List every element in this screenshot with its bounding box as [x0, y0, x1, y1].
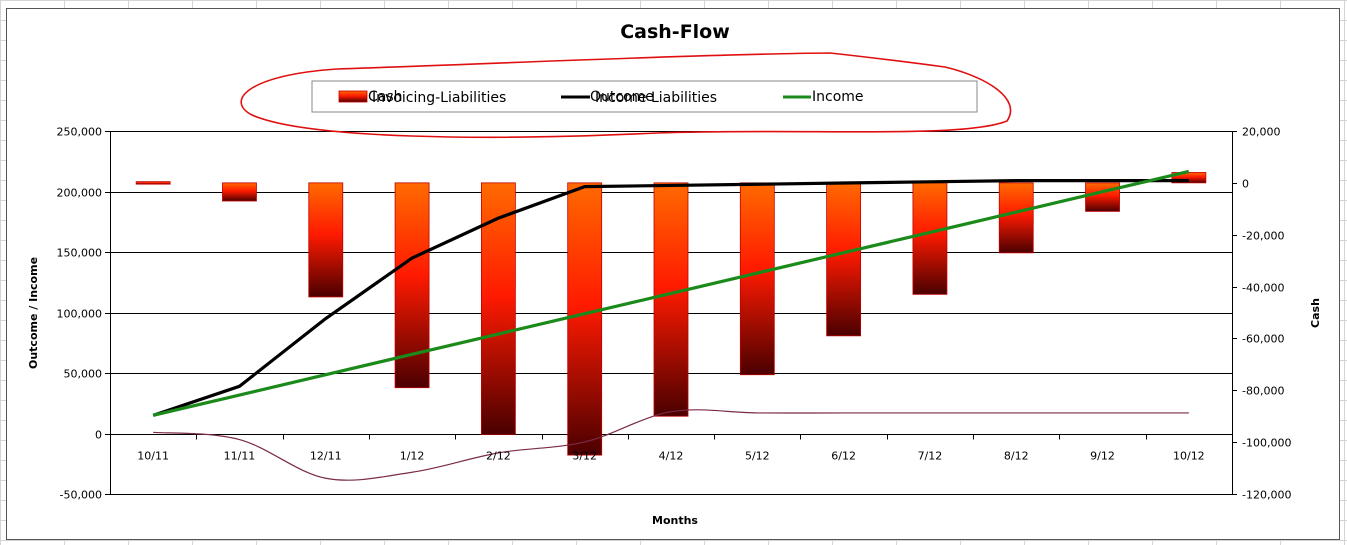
- y-tick-label: 0: [95, 429, 102, 442]
- cash-bar-7-12: [912, 182, 948, 295]
- y2-tick-label: 0: [1242, 178, 1249, 191]
- cash-bar-2-12: [480, 182, 516, 435]
- x-tick-label-4-12: 4/12: [659, 450, 684, 463]
- x-tick-label-12-11: 12/11: [310, 450, 342, 463]
- y-axis-title: Outcome / Income: [27, 257, 40, 369]
- cash-bar-3-12: [567, 182, 603, 456]
- legend-income-label: Income: [812, 89, 864, 105]
- hand-drawn-annotation-ellipse: [240, 52, 1012, 139]
- legend-box: [311, 80, 978, 113]
- y2-tick-label: -40,000: [1242, 282, 1284, 295]
- y2-tick-label: -120,000: [1242, 489, 1291, 502]
- cash-bar-9-12: [1085, 182, 1120, 212]
- x-tick-label-6-12: 6/12: [831, 450, 856, 463]
- x-tick-label-3-12: 3/12: [572, 450, 597, 463]
- cash-bar-5-12: [739, 182, 775, 376]
- legend-income-liabilities-label: Income Liabilities: [595, 90, 717, 106]
- cash-bar-6-12: [826, 182, 862, 337]
- x-tick-label-5-12: 5/12: [745, 450, 770, 463]
- x-tick-label-7-12: 7/12: [918, 450, 943, 463]
- chart-title: Cash-Flow: [620, 21, 730, 43]
- y2-tick-label: -20,000: [1242, 230, 1284, 243]
- legend-outcome-label: Outcome: [590, 89, 654, 105]
- y2-tick-label: 20,000: [1242, 126, 1281, 139]
- series-line-income: [152, 169, 1190, 417]
- x-tick-label-10-12: 10/12: [1173, 450, 1205, 463]
- cash-flow-chart: -50,000 0 50,000 100,000 150,000 200,000 250,0…: [27, 21, 1322, 527]
- cash-bars: [135, 172, 1207, 456]
- legend[interactable]: Cash Invoicing-Liabilities Outcome Incom…: [311, 80, 978, 113]
- x-tick-label-2-12: 2/12: [486, 450, 511, 463]
- series-line-outcome: [152, 179, 1189, 417]
- x-tick-label-8-12: 8/12: [1004, 450, 1029, 463]
- cash-bar-4-12: [653, 182, 689, 417]
- x-tick-label-10-11: 10/11: [137, 450, 169, 463]
- axes: -50,000 0 50,000 100,000 150,000 200,000 250,0…: [57, 126, 1292, 502]
- y-tick-label: 200,000: [57, 187, 103, 200]
- cash-bar-8-12: [998, 182, 1034, 254]
- legend-cash-label: Cash: [368, 89, 403, 105]
- x-tick-label-1-12: 1/12: [400, 450, 425, 463]
- y-tick-label: -50,000: [60, 489, 102, 502]
- y2-tick-label: -60,000: [1242, 333, 1284, 346]
- series-lines: [152, 169, 1190, 481]
- legend-cash-swatch: [338, 90, 368, 103]
- cash-bar-11-11: [222, 182, 257, 202]
- series-line-invoicing-liabilities: [153, 409, 1189, 481]
- y2-tick-label: -80,000: [1242, 385, 1284, 398]
- y-tick-label: 50,000: [64, 368, 103, 381]
- y-tick-label: 100,000: [57, 308, 103, 321]
- x-axis-title: Months: [652, 514, 698, 527]
- y-tick-label: 150,000: [57, 247, 103, 260]
- chart-area[interactable]: -50,000 0 50,000 100,000 150,000 200,000 250,0…: [6, 8, 1340, 540]
- y-tick-label: 250,000: [57, 126, 103, 139]
- cash-bar-12-11: [308, 182, 344, 298]
- legend-invoicing-liabilities-label: Invoicing-Liabilities: [372, 90, 506, 106]
- x-tick-label-9-12: 9/12: [1090, 450, 1115, 463]
- y2-axis-title: Cash: [1309, 298, 1322, 328]
- x-tick-label-11-11: 11/11: [224, 450, 256, 463]
- y2-tick-label: -100,000: [1242, 437, 1291, 450]
- cash-bar-10-11: [135, 181, 171, 185]
